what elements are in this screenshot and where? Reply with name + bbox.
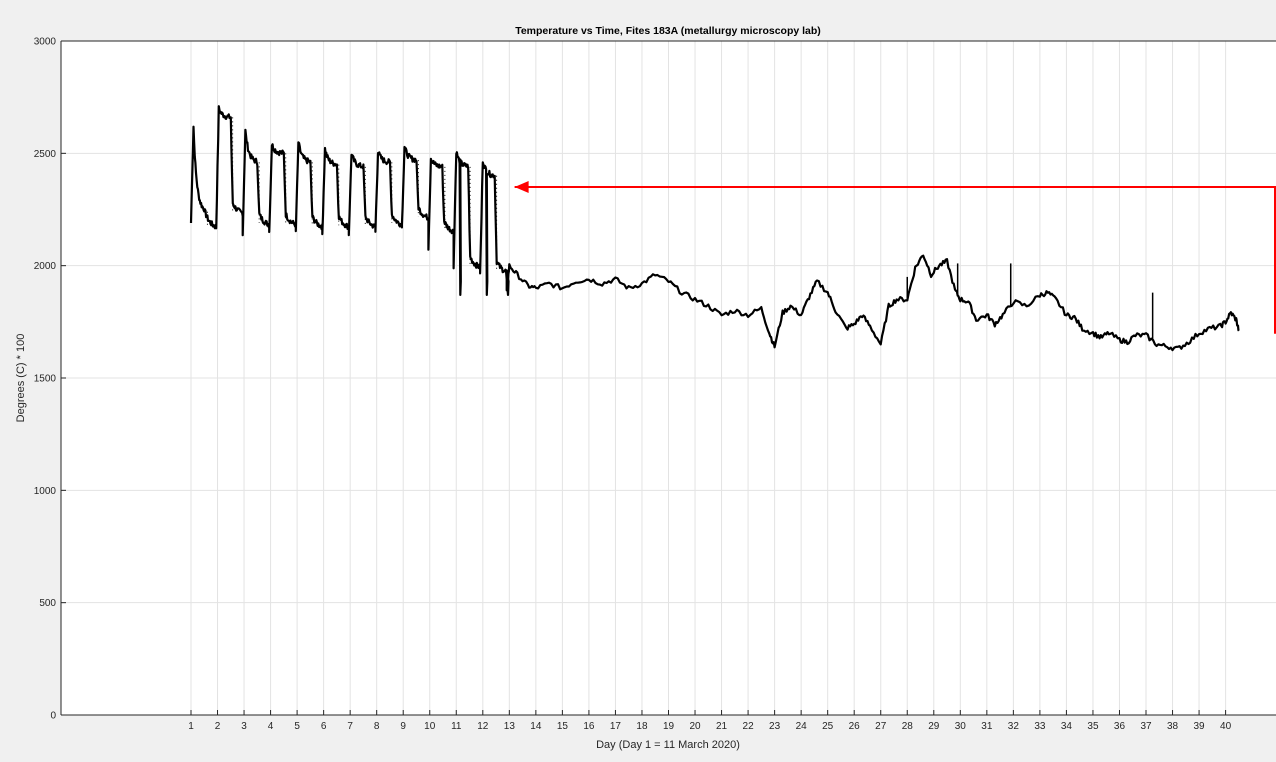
x-tick-label: 36 [1114,721,1126,732]
x-tick-label: 7 [347,721,353,732]
x-tick-label: 27 [875,721,887,732]
y-tick-label: 0 [50,711,56,722]
tick-labels: 1 2 3 4 5 6 7 8 9 10 11 12 13 14 15 16 17 18 19 20 21 22 23 24 2… [34,37,1232,733]
x-tick-label: 31 [981,721,993,732]
x-tick-label: 2 [215,721,221,732]
axes [60,40,1276,716]
y-tick-label: 3000 [34,37,57,48]
x-tick-label: 10 [424,721,436,732]
x-tick-label: 5 [294,721,300,732]
x-tick-label: 40 [1220,721,1232,732]
x-tick-label: 39 [1194,721,1206,732]
x-tick-label: 29 [928,721,940,732]
chart-title: Temperature vs Time, Fites 183A (metallu… [515,25,821,37]
x-tick-label: 34 [1061,721,1073,732]
x-tick-label: 21 [716,721,728,732]
x-tick-label: 12 [477,721,489,732]
x-tick-label: 35 [1087,721,1099,732]
y-tick-label: 500 [39,598,56,609]
x-tick-label: 1 [188,721,194,732]
x-axis-label: Day (Day 1 = 11 March 2020) [596,739,740,751]
x-tick-label: 17 [610,721,622,732]
data-layer [189,105,1240,352]
x-tick-label: 24 [796,721,808,732]
x-tick-label: 19 [663,721,675,732]
x-tick-label: 26 [849,721,861,732]
x-tick-label: 13 [504,721,516,732]
x-tick-label: 3 [241,721,247,732]
x-tick-label: 25 [822,721,834,732]
x-tick-label: 22 [743,721,755,732]
x-tick-label: 30 [955,721,967,732]
x-tick-label: 9 [400,721,406,732]
x-tick-label: 16 [583,721,595,732]
temperature-series-line [189,105,1240,352]
x-tick-label: 32 [1008,721,1020,732]
x-tick-label: 28 [902,721,914,732]
y-tick-label: 2000 [34,261,57,272]
x-tick-label: 37 [1140,721,1152,732]
x-tick-label: 14 [530,721,542,732]
x-tick-label: 38 [1167,721,1179,732]
x-tick-label: 23 [769,721,781,732]
x-tick-label: 20 [689,721,701,732]
x-tick-label: 18 [636,721,648,732]
y-tick-label: 2500 [34,149,57,160]
x-tick-label: 33 [1034,721,1046,732]
y-tick-label: 1500 [34,374,57,385]
x-tick-label: 11 [451,721,462,732]
x-tick-label: 6 [321,721,327,732]
annotation-arrow-line [514,186,1276,334]
y-axis-label: Degrees (C) * 100 [15,334,27,423]
annotation-arrowhead [514,181,529,194]
x-tick-label: 15 [557,721,569,732]
y-tick-label: 1000 [34,486,57,497]
x-tick-label: 4 [268,721,274,732]
x-tick-label: 8 [374,721,380,732]
